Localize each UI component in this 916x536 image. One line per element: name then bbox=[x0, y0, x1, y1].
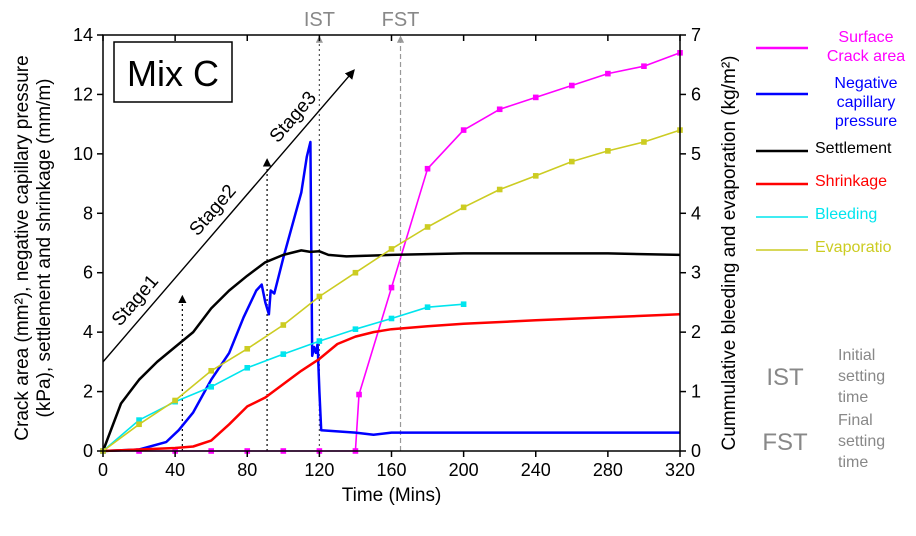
y-right-tick-label: 7 bbox=[691, 25, 701, 45]
x-tick-label: 320 bbox=[665, 460, 695, 480]
legend-label-5: Evaporatio bbox=[815, 239, 892, 256]
series-point-5 bbox=[352, 269, 359, 276]
series-point-5 bbox=[244, 345, 251, 352]
y-left-axis-label: (kPa), settlement and shrinkage (mm/m) bbox=[34, 79, 55, 418]
series-point-0 bbox=[569, 82, 575, 89]
legend-label-4: Bleeding bbox=[815, 206, 877, 223]
legend-label-1: Negative bbox=[834, 75, 897, 92]
x-tick-label: 240 bbox=[521, 460, 551, 480]
series-point-5 bbox=[424, 224, 431, 230]
legend-label-0: Surface bbox=[838, 29, 893, 46]
y-left-tick-label: 2 bbox=[83, 382, 93, 402]
series-point-5 bbox=[280, 322, 287, 328]
series-point-5 bbox=[496, 186, 503, 193]
y-left-tick-label: 10 bbox=[73, 144, 93, 164]
x-tick-label: 280 bbox=[593, 460, 623, 480]
series-line-0 bbox=[103, 52, 681, 452]
legend-label-3: Shrinkage bbox=[815, 173, 887, 190]
note-abbr-ist: IST bbox=[766, 364, 804, 391]
series-line-5 bbox=[102, 129, 681, 452]
series-line-2 bbox=[101, 249, 681, 452]
x-axis-label: Time (Mins) bbox=[342, 485, 442, 506]
series-point-0 bbox=[605, 70, 611, 77]
series-point-4 bbox=[280, 351, 287, 357]
y-left-tick-label: 6 bbox=[83, 263, 93, 283]
note-text-ist: setting bbox=[838, 368, 885, 385]
series-point-5 bbox=[532, 173, 539, 179]
series-point-4 bbox=[244, 365, 251, 371]
series-point-0 bbox=[388, 284, 395, 291]
axes-layer bbox=[97, 34, 686, 457]
y-left-tick-label: 8 bbox=[83, 203, 93, 223]
panel-label: Mix C bbox=[127, 53, 219, 94]
y-right-tick-label: 1 bbox=[691, 382, 701, 402]
legend-label-2: Settlement bbox=[815, 140, 892, 157]
vline-label-ist: IST bbox=[304, 9, 335, 31]
series-line-3 bbox=[102, 313, 681, 453]
y-right-tick-label: 3 bbox=[691, 263, 701, 283]
y-right-axis-label: Cummulative bleeding and evaporation (kg… bbox=[719, 56, 740, 451]
series-point-5 bbox=[136, 421, 142, 428]
y-right-tick-label: 4 bbox=[691, 203, 701, 223]
series-point-4 bbox=[208, 384, 214, 390]
y-right-tick-label: 6 bbox=[691, 84, 701, 104]
series-point-5 bbox=[316, 293, 323, 300]
x-tick-label: 0 bbox=[98, 460, 108, 480]
note-text-ist: time bbox=[838, 389, 868, 406]
x-tick-label: 80 bbox=[237, 460, 257, 480]
y-right-tick-label: 0 bbox=[691, 441, 701, 461]
series-point-0 bbox=[460, 127, 467, 133]
legend-label-1: capillary bbox=[837, 94, 896, 111]
y-left-tick-label: 12 bbox=[73, 84, 93, 104]
series-point-4 bbox=[388, 315, 395, 322]
series-point-5 bbox=[172, 397, 178, 404]
series-point-5 bbox=[605, 148, 611, 154]
series-point-0 bbox=[532, 94, 539, 101]
series-point-5 bbox=[641, 139, 647, 145]
series-point-5 bbox=[460, 204, 467, 211]
y-right-tick-label: 5 bbox=[691, 144, 701, 164]
note-abbr-fst: FST bbox=[762, 429, 808, 456]
series-point-4 bbox=[460, 301, 467, 308]
series-point-4 bbox=[316, 338, 323, 344]
series-point-4 bbox=[424, 304, 431, 310]
series-point-0 bbox=[496, 106, 503, 113]
x-tick-label: 160 bbox=[376, 460, 406, 480]
note-text-ist: Initial bbox=[838, 347, 875, 364]
note-text-fst: Final bbox=[838, 412, 873, 429]
x-tick-label: 40 bbox=[165, 460, 185, 480]
series-point-4 bbox=[352, 326, 359, 332]
series-point-0 bbox=[424, 165, 431, 172]
x-tick-label: 120 bbox=[304, 460, 334, 480]
series-line-1 bbox=[102, 140, 680, 453]
y-left-tick-label: 4 bbox=[83, 322, 93, 342]
y-left-tick-label: 0 bbox=[83, 441, 93, 461]
series-point-5 bbox=[388, 246, 395, 252]
note-text-fst: setting bbox=[838, 433, 885, 450]
legend-label-0: Crack area bbox=[827, 48, 905, 65]
y-left-axis-label: Crack area (mm²), negative capillary pre… bbox=[12, 55, 33, 440]
series-point-0 bbox=[356, 391, 362, 398]
vline-label-fst: FST bbox=[382, 9, 420, 31]
series-layer bbox=[100, 50, 683, 454]
note-text-fst: time bbox=[838, 454, 868, 471]
x-tick-label: 200 bbox=[449, 460, 479, 480]
series-point-5 bbox=[208, 367, 214, 374]
panel-label-box bbox=[113, 41, 233, 103]
series-point-0 bbox=[641, 63, 647, 69]
series-point-4 bbox=[136, 417, 142, 423]
y-left-tick-label: 14 bbox=[73, 25, 93, 45]
stage-diagonal-arrow bbox=[102, 69, 355, 363]
legend-label-1: pressure bbox=[835, 113, 897, 130]
y-right-tick-label: 2 bbox=[691, 322, 701, 342]
series-point-5 bbox=[569, 158, 575, 165]
